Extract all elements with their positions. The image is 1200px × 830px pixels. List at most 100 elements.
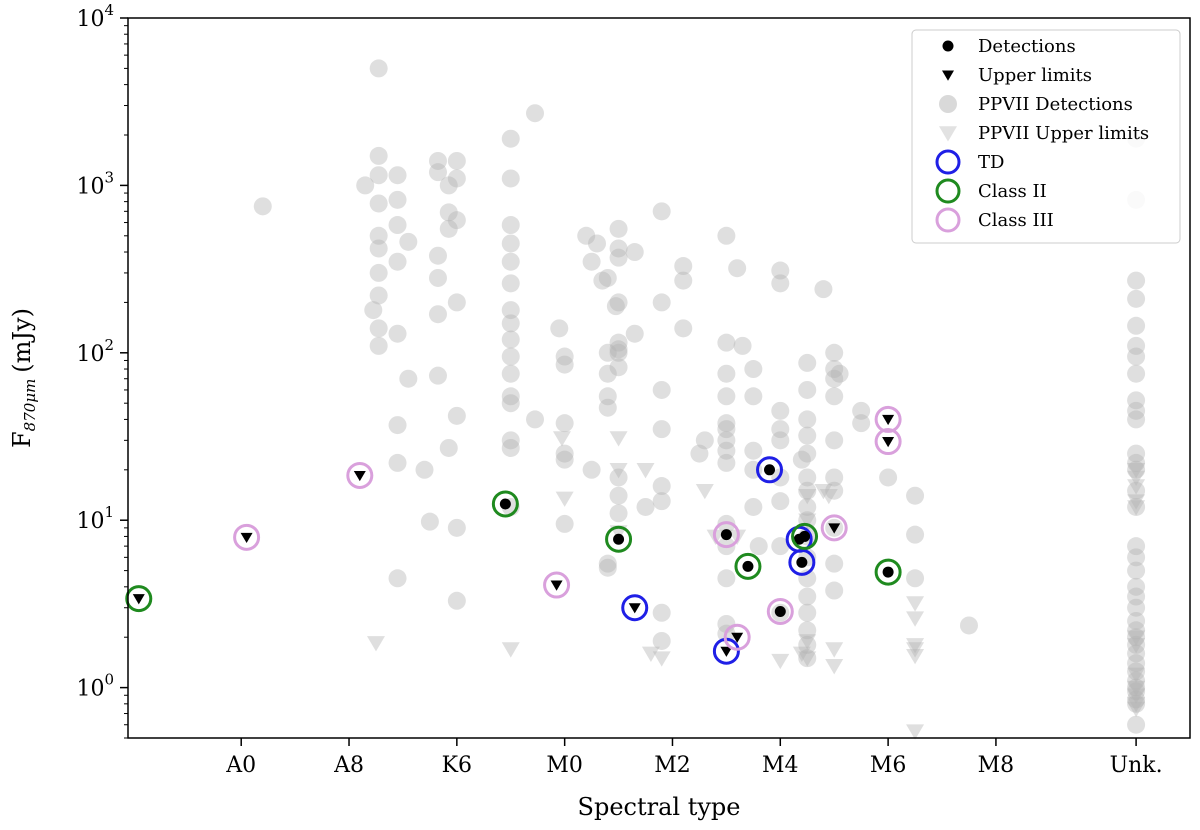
ppvii-detection-point	[625, 324, 644, 343]
ppvii-detection-point	[415, 460, 434, 479]
y-axis-label: F870μm (mJy)	[8, 308, 39, 448]
ppvii-detection-point	[674, 257, 693, 276]
ppvii-detection-point	[609, 219, 628, 238]
ppvii-upper-limit-point	[609, 463, 628, 479]
ppvii-detection-point	[555, 444, 574, 463]
ppvii-detection-point	[1127, 694, 1146, 713]
ppvii-upper-limit-point	[798, 488, 817, 505]
source-upper-limit-point	[882, 414, 895, 426]
ppvii-detection-point	[1127, 453, 1146, 472]
ppvii-upper-limit-point	[906, 596, 925, 612]
ppvii-upper-limit-point	[792, 646, 811, 662]
x-tick-label: A0	[225, 753, 256, 778]
ppvii-upper-limit-point	[825, 642, 844, 658]
x-tick-label: M8	[978, 753, 1015, 778]
ppvii-detection-point	[852, 401, 871, 420]
source-upper-limit-point	[353, 470, 366, 482]
y-tick-label: 101	[76, 503, 114, 534]
ppvii-points-layer	[253, 59, 1146, 740]
ppvii-upper-limit-point	[1127, 470, 1146, 487]
ppvii-detection-point	[1127, 628, 1146, 647]
ppvii-detection-point	[636, 497, 655, 516]
ppvii-detection-point	[798, 497, 817, 516]
ppvii-detection-point	[906, 569, 925, 588]
legend-label: PPVII Detections	[978, 94, 1133, 115]
ppvii-upper-limit-point	[906, 611, 925, 627]
ppvii-detection-point	[609, 504, 628, 523]
ppvii-upper-limit-point	[771, 653, 790, 670]
ppvii-upper-limit-point	[798, 651, 817, 667]
source-class-ring-ClassII	[125, 585, 153, 613]
ppvii-detection-point	[717, 414, 736, 433]
ppvii-detection-point	[852, 414, 871, 433]
ppvii-detection-point	[717, 441, 736, 460]
ppvii-detection-point	[428, 366, 447, 385]
ppvii-detection-point	[253, 197, 272, 216]
x-axis-ticks: A0 A8 K6 M0 M2 M4 M6 M8 Unk.	[225, 738, 1163, 778]
ppvii-upper-limit-point	[1127, 638, 1146, 654]
ppvii-detection-point	[1127, 644, 1146, 663]
source-upper-limit-point	[550, 580, 563, 591]
ppvii-upper-limit-point	[1127, 667, 1146, 683]
ppvii-detection-point	[798, 621, 817, 640]
ppvii-detection-point	[771, 420, 790, 439]
ppvii-upper-limit-point	[555, 491, 574, 507]
ppvii-detection-point	[825, 387, 844, 406]
ppvii-detection-point	[428, 268, 447, 287]
ppvii-detection-point	[798, 410, 817, 429]
ppvii-detection-point	[1127, 537, 1146, 556]
ppvii-detection-point	[1127, 316, 1146, 335]
source-class-ring-ClassIII	[874, 428, 902, 456]
ppvii-detection-point	[501, 129, 520, 148]
ppvii-upper-limit-point	[819, 488, 838, 505]
ppvii-upper-limit-point	[552, 431, 571, 447]
ppvii-detection-point	[593, 271, 612, 290]
ppvii-detection-point	[695, 431, 714, 450]
ppvii-detection-point	[447, 293, 466, 312]
ppvii-detection-point	[609, 486, 628, 505]
ppvii-detection-point	[388, 416, 407, 435]
ppvii-detection-point	[771, 401, 790, 420]
ppvii-detection-point	[501, 394, 520, 413]
ppvii-upper-limit-point	[501, 642, 520, 658]
source-upper-limit-point	[828, 523, 841, 534]
ppvii-upper-limit-point	[636, 463, 655, 479]
ppvii-detection-point	[798, 481, 817, 500]
y-tick-label: 100	[76, 671, 114, 702]
ppvii-detection-point	[771, 261, 790, 280]
source-upper-limit-point	[882, 437, 895, 448]
ppvii-detection-point	[501, 301, 520, 320]
ppvii-upper-limit-point	[798, 513, 817, 529]
legend-label: Class III	[978, 210, 1054, 231]
ppvii-detection-point	[652, 492, 671, 511]
legend-label: PPVII Upper limits	[978, 123, 1149, 144]
ppvii-detection-point	[771, 431, 790, 450]
ppvii-detection-point	[1127, 336, 1146, 355]
ppvii-detection-point	[1127, 671, 1146, 690]
ppvii-detection-point	[1127, 347, 1146, 366]
ppvii-detection-point	[388, 569, 407, 588]
source-class-ring-TD	[788, 548, 816, 576]
ppvii-detection-point	[447, 169, 466, 188]
ppvii-detection-point	[501, 387, 520, 406]
ppvii-detection-point	[674, 319, 693, 338]
ppvii-detection-point	[369, 146, 388, 165]
ppvii-detection-point	[439, 438, 458, 457]
source-class-ring-ClassII	[734, 552, 762, 580]
ppvii-detection-point	[798, 468, 817, 487]
y-axis-ticks: 100 101 102 103 104	[76, 1, 128, 739]
ppvii-detection-point	[906, 525, 925, 544]
source-class-ring-ClassIII	[233, 523, 261, 551]
ppvii-detection-point	[388, 216, 407, 235]
ppvii-detection-point	[582, 460, 601, 479]
ppvii-detection-point	[501, 314, 520, 333]
source-class-ring-ClassIII	[766, 597, 794, 625]
ppvii-detection-point	[1127, 497, 1146, 516]
ppvii-detection-point	[439, 176, 458, 195]
ppvii-detection-point	[501, 216, 520, 235]
ppvii-detection-point	[388, 252, 407, 271]
ppvii-detection-point	[1127, 678, 1146, 697]
ppvii-detection-point	[369, 59, 388, 78]
ppvii-detection-point	[609, 239, 628, 258]
source-detection-point	[613, 533, 625, 545]
